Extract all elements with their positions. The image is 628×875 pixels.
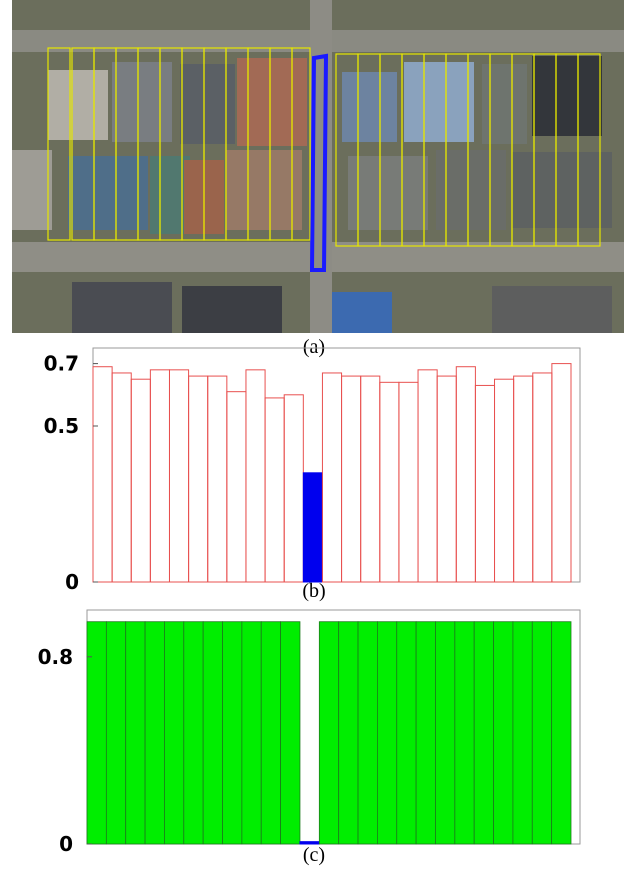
bar xyxy=(474,384,496,583)
bar xyxy=(357,621,378,845)
bar xyxy=(455,366,476,583)
y-tick-label: 0 xyxy=(59,832,73,856)
bar xyxy=(188,375,209,583)
bar xyxy=(341,375,362,583)
bar xyxy=(415,621,436,845)
bar xyxy=(398,381,419,583)
bar xyxy=(207,375,228,583)
bar xyxy=(531,621,553,845)
chart-c: 00.8 xyxy=(38,609,581,856)
bar xyxy=(551,621,572,845)
bar xyxy=(183,621,204,845)
bar xyxy=(302,472,323,583)
bar xyxy=(493,621,514,845)
bar xyxy=(435,621,456,845)
aerial-photo xyxy=(12,0,624,333)
bar xyxy=(144,621,165,845)
bar xyxy=(245,369,266,583)
bar xyxy=(321,372,343,583)
chart-b: 0 0.5 0.7 xyxy=(44,347,581,594)
bar xyxy=(338,621,359,845)
bar xyxy=(512,621,533,845)
bar xyxy=(379,381,400,583)
bar xyxy=(494,378,515,583)
bar xyxy=(92,366,113,583)
bar xyxy=(473,621,494,845)
bar xyxy=(436,375,457,583)
bar xyxy=(264,397,285,583)
bar xyxy=(164,621,185,845)
bar xyxy=(125,621,146,845)
y-tick-label: 0.5 xyxy=(44,414,79,438)
bar xyxy=(222,621,243,845)
y-tick-label: 0.8 xyxy=(38,645,73,669)
bar xyxy=(280,621,301,845)
bar xyxy=(283,394,304,583)
bar xyxy=(168,369,190,583)
bar xyxy=(396,621,417,845)
caption-b: (b) xyxy=(302,580,326,602)
bar xyxy=(241,621,262,845)
bar xyxy=(105,621,127,845)
bar xyxy=(318,621,340,845)
axes-frame-b xyxy=(92,347,581,583)
bar xyxy=(86,621,107,845)
caption-c: (c) xyxy=(302,844,326,866)
y-tick-label: 0.7 xyxy=(44,352,79,376)
bar xyxy=(202,621,223,845)
bar xyxy=(376,621,398,845)
y-tick-label: 0 xyxy=(65,570,79,594)
bar xyxy=(513,375,534,583)
bar xyxy=(111,372,132,583)
bar xyxy=(149,369,170,583)
bar xyxy=(226,391,247,583)
bar xyxy=(360,375,381,583)
bar xyxy=(551,363,572,583)
bar xyxy=(454,621,475,845)
caption-a: (a) xyxy=(302,336,326,358)
bar xyxy=(532,372,553,583)
bar xyxy=(260,621,281,845)
bar xyxy=(130,378,151,583)
bar xyxy=(417,369,438,583)
